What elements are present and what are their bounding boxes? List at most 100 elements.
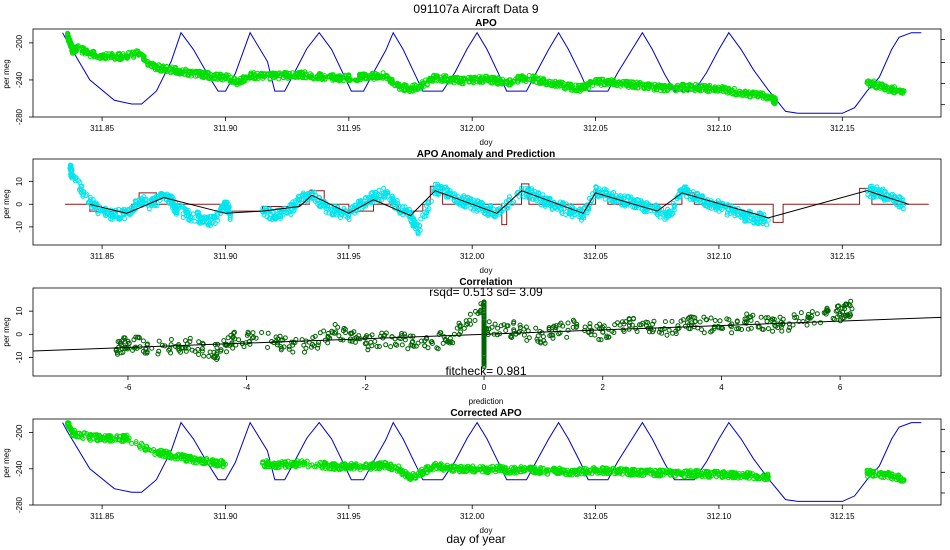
apo-data-point <box>704 85 710 91</box>
correlation-cloud-point <box>508 333 514 339</box>
correlation-cloud-point <box>407 333 413 339</box>
apo-data-point <box>593 79 599 85</box>
apo-cloud-point <box>451 75 457 80</box>
correlation-cloud-point <box>315 345 321 351</box>
corrected-data-point <box>65 421 70 426</box>
anomaly-cloud-point <box>119 208 125 214</box>
corrected-cloud-point <box>457 464 463 470</box>
corrected-cloud-point <box>221 461 227 467</box>
corrected-data-point <box>70 430 75 436</box>
apo-cloud-point <box>314 74 320 80</box>
correlation-zero-stack-point <box>481 321 487 326</box>
anomaly-cloud-point <box>176 203 182 208</box>
correlation-cloud-point <box>662 319 668 325</box>
correlation-cloud-point <box>717 318 723 324</box>
corrected-panel: 311.85 311.90 311.95 312.00 312.05 312.10 312.… <box>15 418 945 521</box>
corrected-cloud-point <box>72 430 78 436</box>
apo-data-point <box>691 84 697 90</box>
correlation-cloud-point <box>794 314 800 320</box>
anomaly-cloud-point <box>311 189 317 195</box>
anomaly-x-tick-label: 311.90 <box>214 252 238 261</box>
correlation-cloud-point <box>156 348 162 354</box>
anomaly-cloud-point <box>77 180 83 186</box>
corrected-data-point <box>457 466 463 472</box>
correlation-x-tick-label: 6 <box>838 383 843 392</box>
apo-cloud-point <box>427 76 433 81</box>
anomaly-x-label: doy <box>480 266 493 275</box>
anomaly-prediction-line <box>89 190 910 219</box>
correlation-cloud-point <box>754 320 760 326</box>
apo-data-point <box>519 75 524 81</box>
correlation-cloud-point <box>734 326 740 332</box>
anomaly-data-point <box>765 217 771 223</box>
correlation-zero-stack-point <box>481 317 487 323</box>
apo-x-tick-label: 312.00 <box>460 124 485 133</box>
anomaly-cloud-point <box>526 195 532 201</box>
correlation-zero-stack-point <box>481 334 487 340</box>
anomaly-cloud-point <box>671 204 677 210</box>
corrected-cloud-point <box>218 458 224 463</box>
corrected-point-cloud <box>65 420 907 484</box>
correlation-cloud-point <box>155 351 161 357</box>
corrected-data-point <box>445 465 450 471</box>
corrected-cloud-point <box>155 451 161 457</box>
correlation-cloud-point <box>611 330 617 335</box>
apo-cloud-point <box>329 75 335 81</box>
correlation-cloud-point <box>351 329 357 335</box>
anomaly-cloud-point <box>899 196 905 202</box>
apo-cloud-point <box>186 72 192 78</box>
apo-cloud-point <box>205 70 211 76</box>
anomaly-cloud-point <box>743 218 749 224</box>
correlation-zero-stack-point <box>481 307 487 313</box>
correlation-data-point <box>125 338 131 344</box>
correlation-cloud-point <box>168 337 174 342</box>
anomaly-data-point <box>605 192 611 198</box>
corrected-cloud-point <box>438 461 444 467</box>
correlation-cloud-point <box>365 344 371 350</box>
apo-cloud-point <box>581 82 587 88</box>
apo-cloud-point <box>548 82 553 88</box>
anomaly-cloud-point <box>95 211 101 217</box>
apo-cloud-point <box>575 82 581 88</box>
corrected-data-point <box>198 458 204 464</box>
apo-cloud-point <box>673 85 679 91</box>
corrected-cloud-point <box>103 437 109 443</box>
correlation-cloud-point <box>463 318 469 324</box>
apo-cloud-point <box>389 80 395 85</box>
correlation-cloud-point <box>564 334 570 340</box>
correlation-x-label: prediction <box>469 397 504 406</box>
corrected-cloud-point <box>449 468 455 474</box>
anomaly-data-point <box>889 195 895 200</box>
anomaly-data-point <box>284 210 290 216</box>
corrected-data-point <box>87 434 93 440</box>
correlation-zero-stack-point <box>481 347 487 353</box>
anomaly-cloud-point <box>339 212 344 218</box>
corrected-data-point <box>753 473 759 479</box>
correlation-zero-stack-point <box>481 311 487 316</box>
correlation-cloud-point <box>570 317 576 323</box>
apo-cloud-point <box>141 54 147 60</box>
apo-cloud-point <box>635 85 641 91</box>
apo-cloud-point <box>523 79 529 85</box>
correlation-cloud-point <box>756 324 762 330</box>
anomaly-cloud-point <box>379 197 385 203</box>
correlation-x-tick-label: -6 <box>124 383 132 392</box>
corrected-cloud-point <box>428 466 434 472</box>
corrected-data-point <box>482 467 487 473</box>
corrected-cloud-point <box>94 437 100 443</box>
apo-x-tick-label: 312.15 <box>830 124 855 133</box>
correlation-cloud-point <box>675 323 681 329</box>
correlation-data-point <box>333 329 339 335</box>
correlation-cloud-point <box>206 353 212 359</box>
correlation-cloud-point <box>310 335 316 341</box>
correlation-cloud-point <box>290 349 296 355</box>
anomaly-data-point <box>198 215 204 221</box>
correlation-cloud-point <box>708 315 714 321</box>
correlation-cloud-point <box>811 320 817 326</box>
corrected-y-tick-label: -240 <box>15 460 24 477</box>
apo-data-point <box>408 86 413 92</box>
correlation-cloud-point <box>312 333 318 339</box>
anomaly-cloud-point <box>304 197 310 203</box>
correlation-cloud-point <box>711 326 717 331</box>
rsqd-annotation: rsqd= 0.513 sd= 3.09 <box>429 285 543 299</box>
